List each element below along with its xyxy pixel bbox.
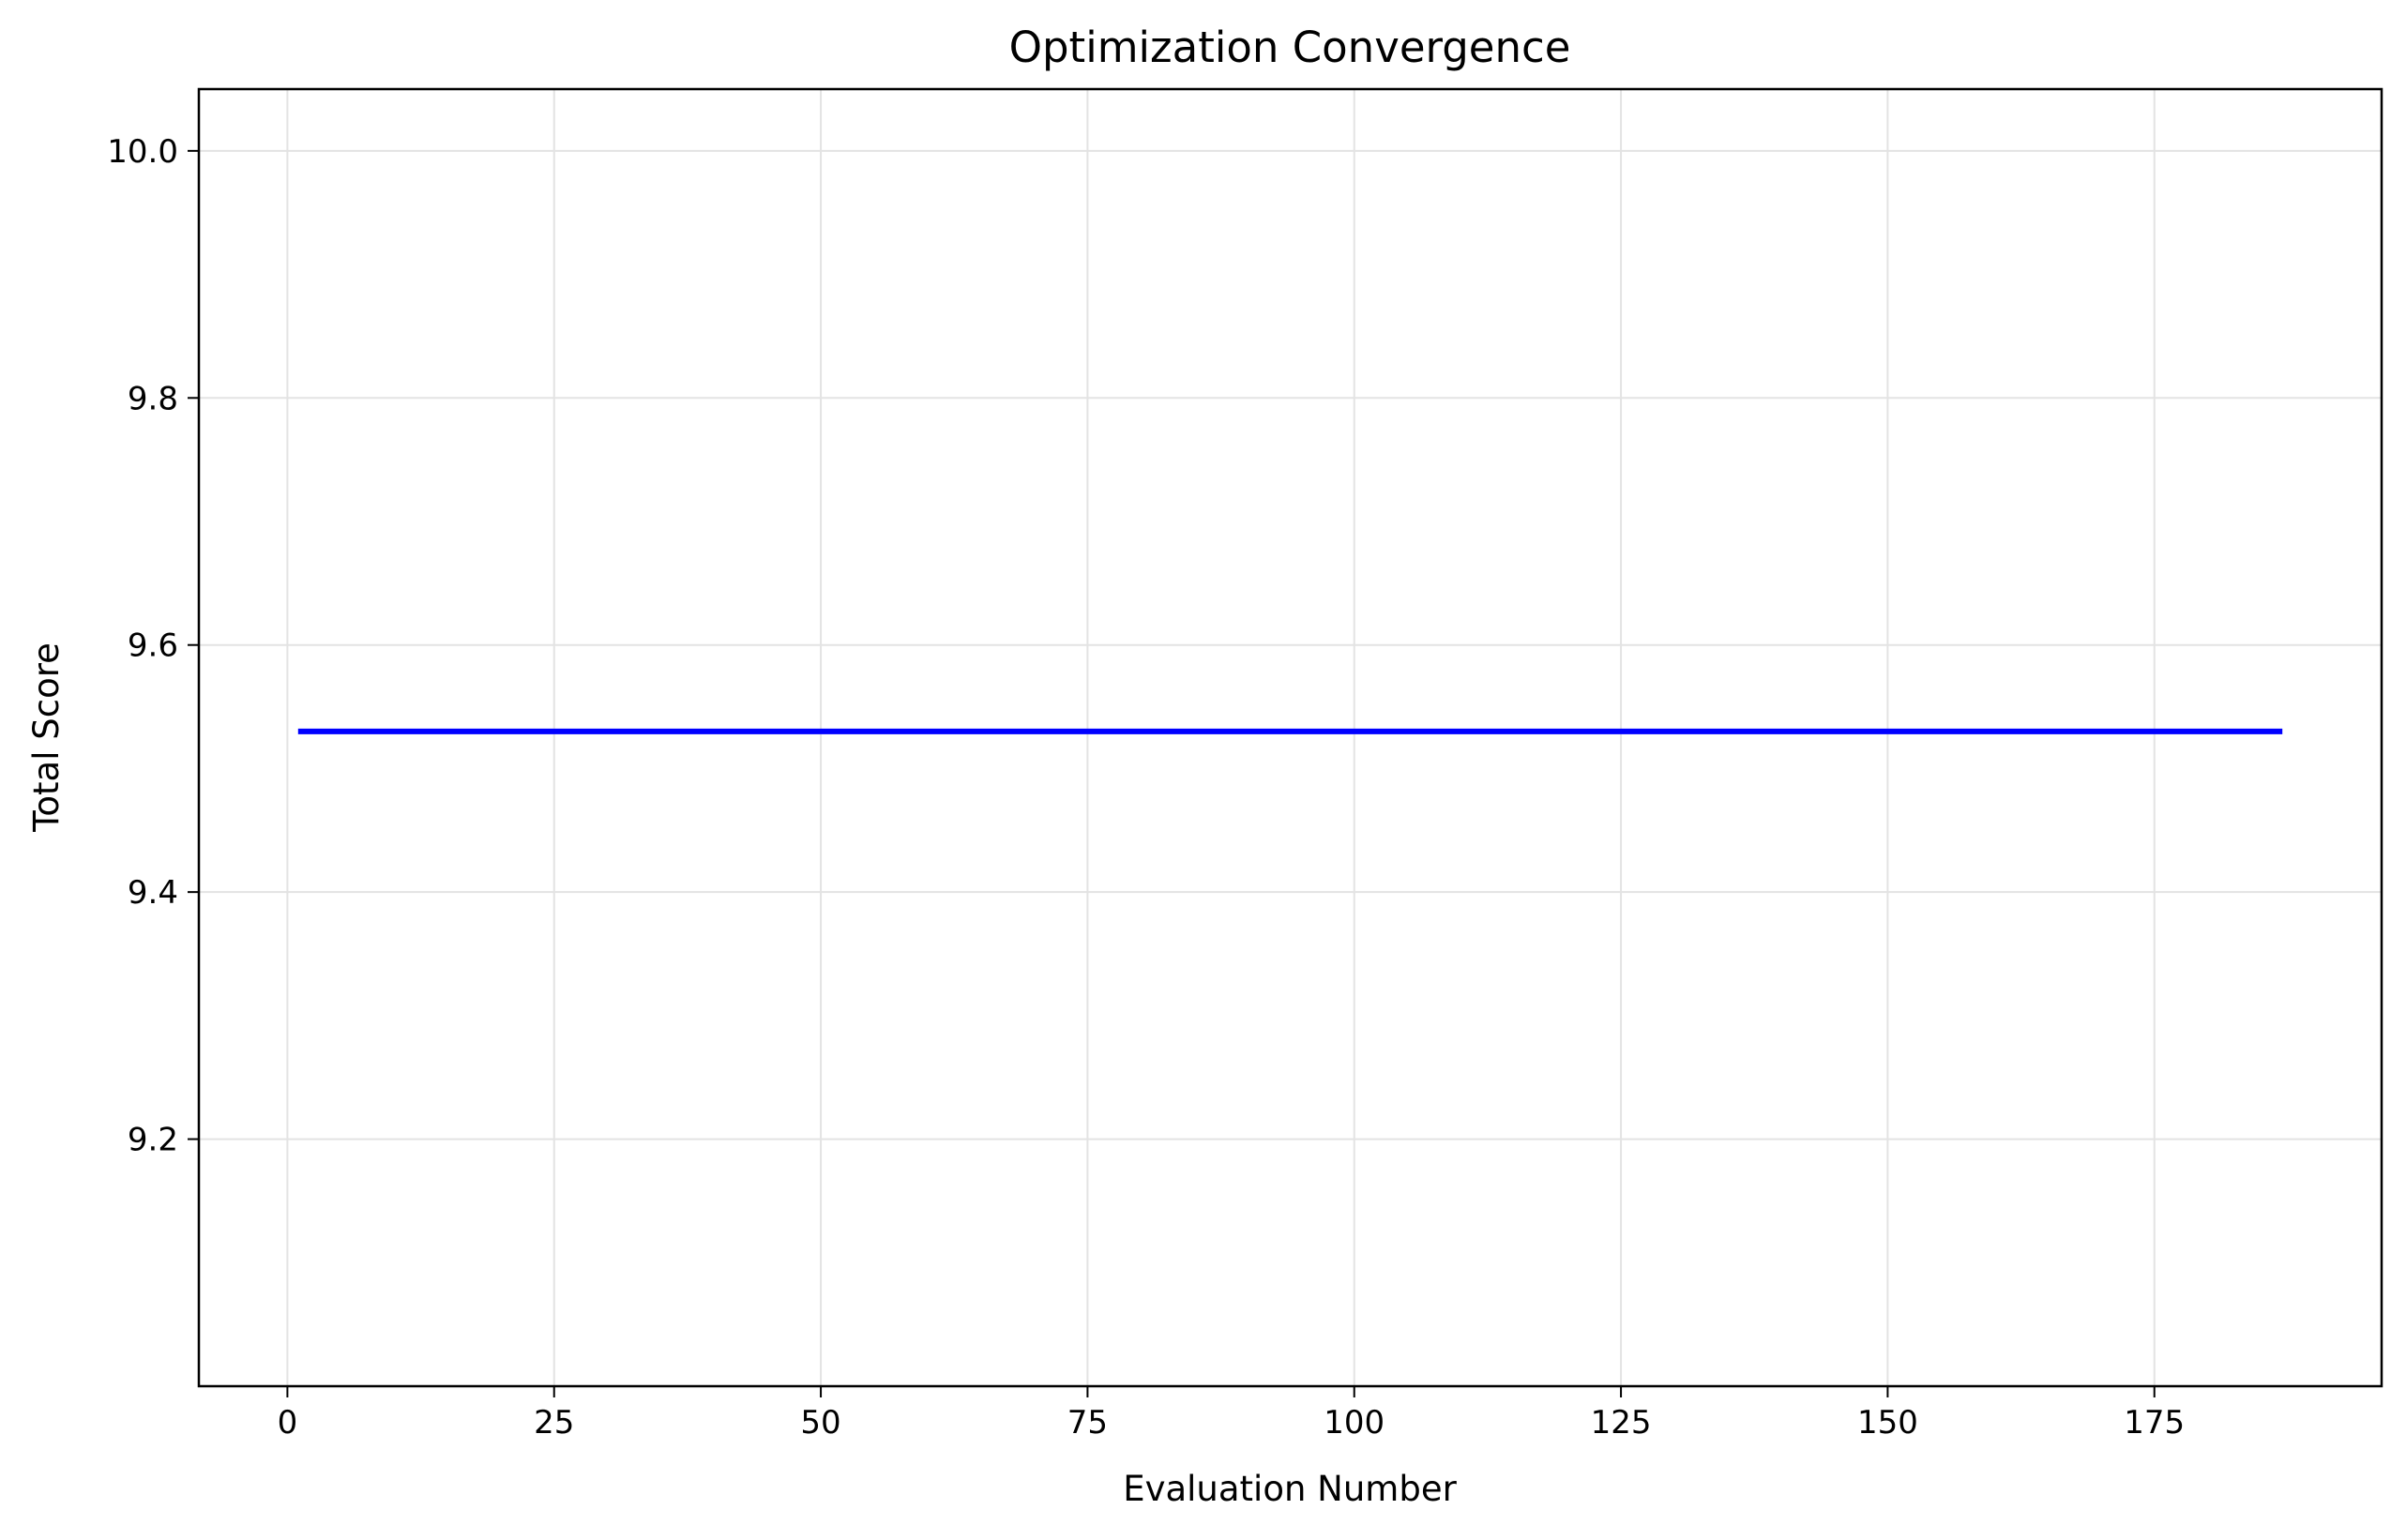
y-tick-label: 9.8: [128, 380, 178, 417]
y-tick-label: 9.2: [128, 1122, 178, 1159]
y-axis: 9.2 9.4 9.6 9.8 10.0: [107, 133, 199, 1159]
x-tick-label: 50: [800, 1404, 840, 1442]
plot-area: [199, 89, 2382, 1386]
x-tick-label: 75: [1067, 1404, 1108, 1442]
y-tick-label: 9.4: [128, 874, 178, 912]
x-tick-label: 0: [278, 1404, 298, 1442]
x-axis-label: Evaluation Number: [1123, 1469, 1457, 1509]
y-axis-label: Total Score: [26, 642, 67, 833]
x-axis: 0 25 50 75 100 125 150 175: [278, 1386, 2185, 1442]
x-tick-label: 100: [1324, 1404, 1385, 1442]
chart-title: Optimization Convergence: [1009, 23, 1571, 72]
grid: [199, 89, 2382, 1386]
y-tick-label: 10.0: [107, 133, 178, 171]
x-tick-label: 175: [2124, 1404, 2185, 1442]
plot-frame: [197, 87, 2383, 1388]
x-tick-label: 125: [1591, 1404, 1652, 1442]
y-tick-label: 9.6: [128, 627, 178, 665]
x-tick-label: 25: [534, 1404, 574, 1442]
x-tick-label: 150: [1857, 1404, 1918, 1442]
